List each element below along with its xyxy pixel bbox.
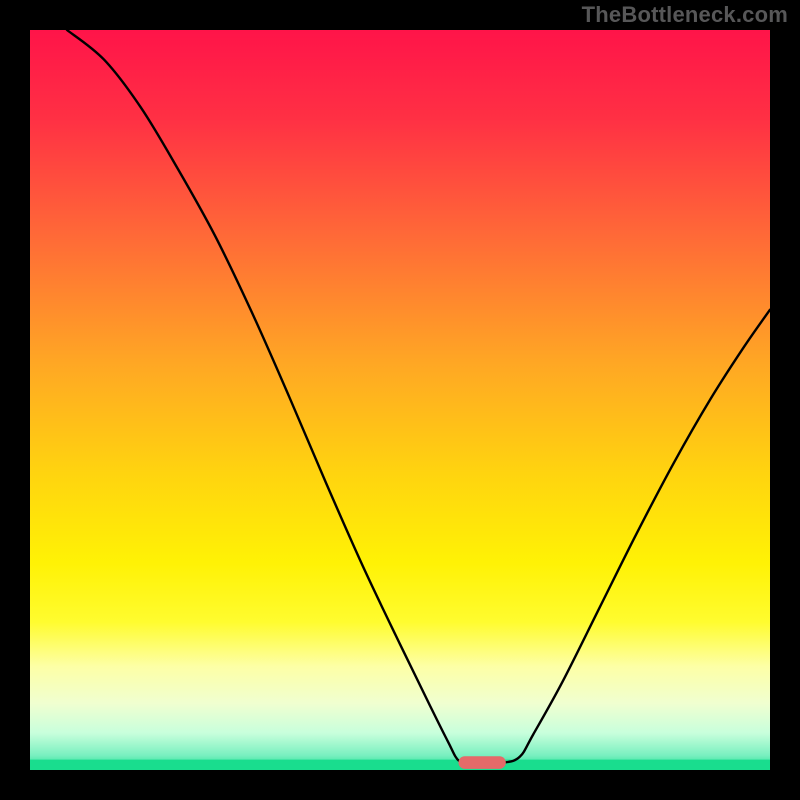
chart-background — [30, 30, 770, 770]
watermark-text: TheBottleneck.com — [582, 2, 788, 28]
chart-bottom-band — [30, 760, 770, 770]
chart-svg — [0, 0, 800, 800]
optimal-point-marker — [458, 756, 505, 769]
chart-frame: TheBottleneck.com — [0, 0, 800, 800]
